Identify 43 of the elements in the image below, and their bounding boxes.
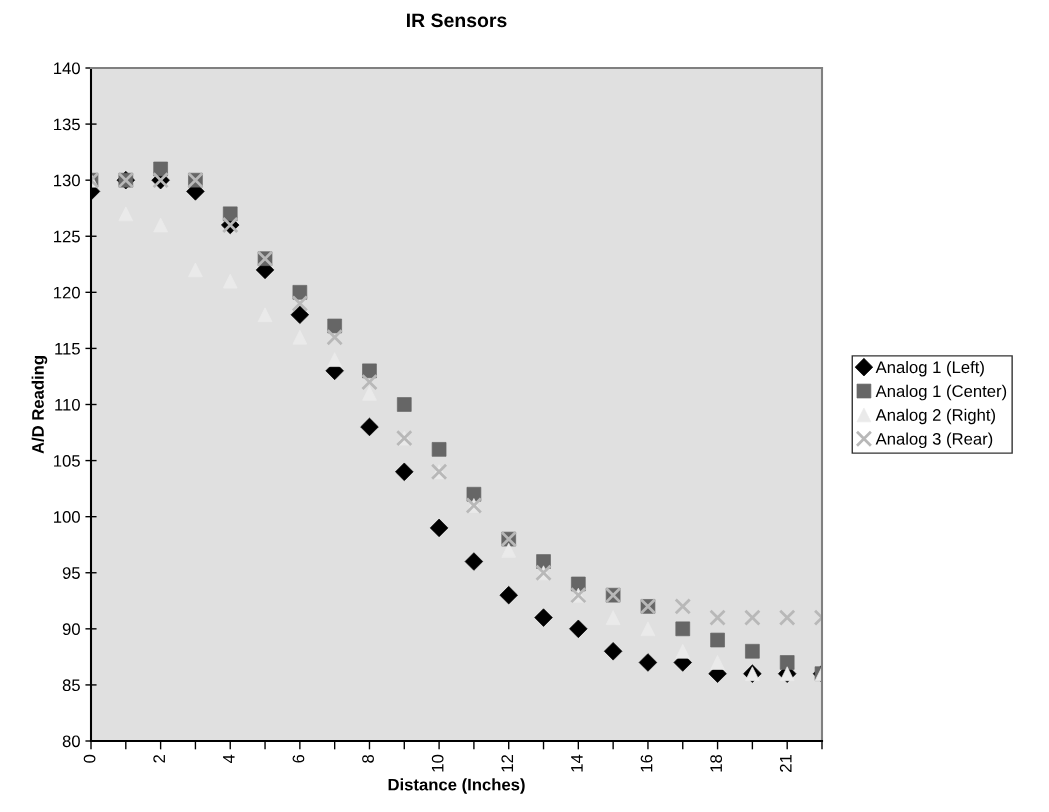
point (638, 653, 658, 672)
point (710, 632, 725, 648)
x-tick-label: 16 (640, 754, 653, 772)
point (674, 598, 692, 615)
x-axis-title: Distance (Inches) (388, 778, 525, 794)
x-tick-label: 2 (153, 755, 165, 763)
x-tick-label: 6 (292, 754, 305, 763)
x-tick-label: 12 (501, 755, 514, 772)
y-axis-title: A/D Reading (31, 356, 48, 454)
chart-title: IR Sensors (407, 13, 507, 28)
point (744, 609, 761, 626)
point (361, 373, 378, 391)
legend-label: Analog 1 (Center) (875, 384, 1007, 401)
point (778, 609, 796, 626)
point (675, 621, 691, 637)
point (326, 328, 343, 346)
y-tick-label: 125 (54, 230, 80, 243)
point (327, 352, 342, 367)
y-tick-label: 110 (55, 398, 80, 411)
point (360, 417, 379, 437)
legend-label: Analog 3 (Rear) (875, 432, 993, 449)
point (291, 295, 309, 312)
y-tick-label: 135 (54, 118, 80, 131)
legend-label: Analog 1 (Left) (875, 360, 984, 377)
x-tick-label: 21 (779, 755, 792, 772)
y-tick-label: 90 (62, 623, 80, 636)
x-tick-label: 4 (223, 754, 235, 764)
y-tick-label: 85 (62, 679, 80, 692)
x-tick-label: 8 (362, 754, 374, 763)
legend-label: Analog 2 (Right) (875, 408, 995, 425)
y-tick-label: 95 (62, 567, 80, 579)
x-tick-label: 18 (710, 754, 723, 772)
x-tick-label: 14 (571, 754, 583, 772)
y-tick-label: 100 (54, 511, 80, 523)
point (709, 609, 726, 626)
x-tick-label: 0 (83, 754, 96, 763)
y-tick-label: 140 (54, 62, 80, 75)
y-tick-label: 115 (55, 342, 80, 355)
y-tick-label: 120 (54, 286, 80, 299)
y-tick-label: 130 (54, 174, 80, 187)
y-tick-label: 105 (54, 454, 80, 467)
y-tick-label: 80 (62, 735, 80, 748)
x-tick-label: 10 (431, 754, 444, 772)
